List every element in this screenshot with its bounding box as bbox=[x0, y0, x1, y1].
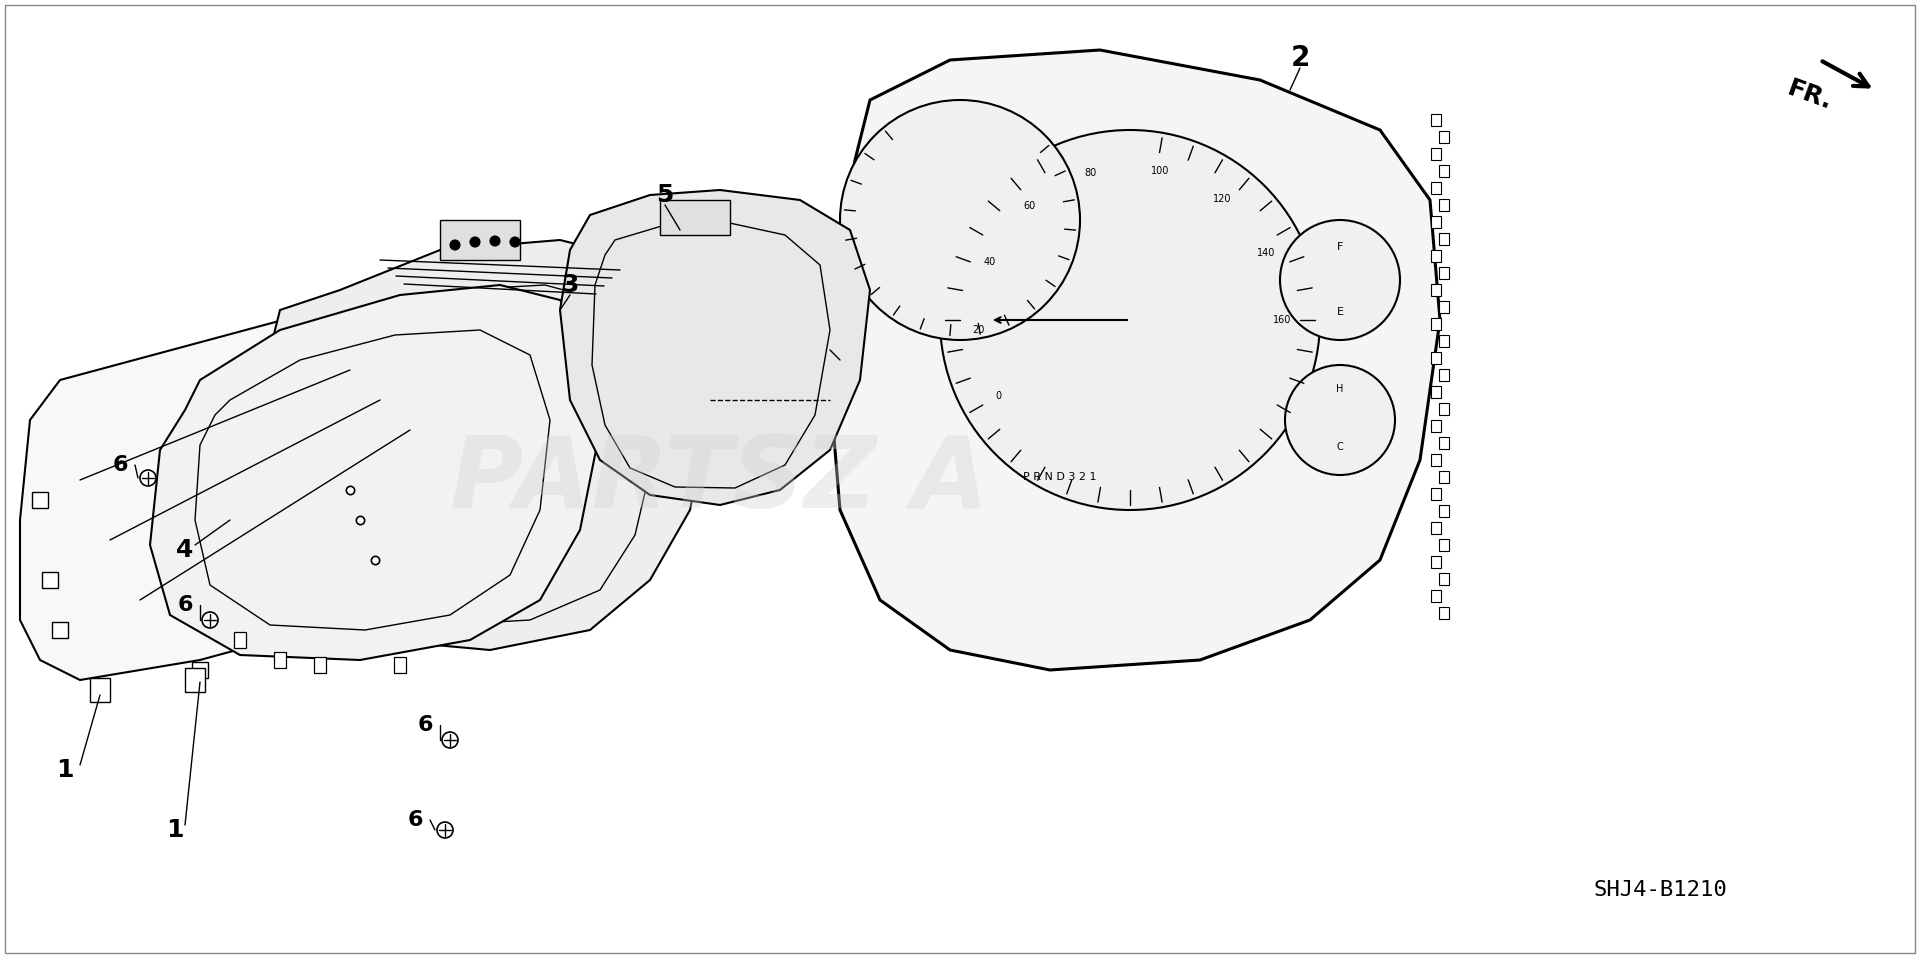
Bar bbox=[52, 622, 67, 638]
Bar bbox=[1430, 386, 1442, 398]
Text: 60: 60 bbox=[1023, 201, 1037, 211]
Bar bbox=[1430, 148, 1442, 160]
Text: 1: 1 bbox=[56, 758, 73, 782]
Bar bbox=[1438, 301, 1450, 313]
Text: 5: 5 bbox=[657, 183, 674, 207]
Bar bbox=[1438, 267, 1450, 279]
Text: PARTSZ A: PARTSZ A bbox=[451, 431, 989, 529]
Bar bbox=[1430, 488, 1442, 500]
Circle shape bbox=[449, 240, 461, 250]
Text: SHJ4-B1210: SHJ4-B1210 bbox=[1594, 880, 1726, 900]
Bar bbox=[234, 632, 246, 648]
Text: 20: 20 bbox=[972, 325, 985, 335]
Bar bbox=[184, 668, 205, 692]
Polygon shape bbox=[150, 285, 599, 660]
Bar bbox=[1430, 590, 1442, 602]
Bar bbox=[1430, 114, 1442, 126]
Bar bbox=[33, 492, 48, 508]
Circle shape bbox=[438, 822, 453, 838]
Bar bbox=[394, 657, 405, 673]
Bar bbox=[1438, 165, 1450, 177]
Circle shape bbox=[511, 237, 520, 247]
Circle shape bbox=[841, 100, 1079, 340]
Bar bbox=[1430, 250, 1442, 262]
Bar bbox=[1430, 420, 1442, 432]
Bar bbox=[1438, 573, 1450, 585]
Text: 40: 40 bbox=[983, 257, 996, 267]
Text: FR.: FR. bbox=[1784, 76, 1836, 114]
Bar bbox=[1430, 182, 1442, 194]
Bar bbox=[1438, 131, 1450, 143]
Text: 4: 4 bbox=[177, 538, 194, 562]
Text: 120: 120 bbox=[1213, 194, 1233, 204]
Text: 0: 0 bbox=[995, 391, 1002, 401]
Bar bbox=[1438, 471, 1450, 483]
Bar bbox=[192, 662, 207, 678]
Text: C: C bbox=[1336, 442, 1344, 452]
Bar bbox=[315, 657, 326, 673]
Text: 2: 2 bbox=[1290, 44, 1309, 72]
Bar bbox=[1438, 437, 1450, 449]
Bar bbox=[1438, 539, 1450, 551]
Text: 6: 6 bbox=[177, 595, 192, 615]
Bar bbox=[275, 652, 286, 668]
Text: 140: 140 bbox=[1258, 248, 1275, 258]
Bar bbox=[1430, 352, 1442, 364]
Text: 1: 1 bbox=[167, 818, 184, 842]
Text: P R N D 3 2 1: P R N D 3 2 1 bbox=[1023, 472, 1096, 482]
Text: 80: 80 bbox=[1085, 169, 1096, 178]
Bar bbox=[90, 678, 109, 702]
Circle shape bbox=[470, 237, 480, 247]
Polygon shape bbox=[561, 190, 870, 505]
Bar bbox=[1438, 199, 1450, 211]
Bar bbox=[1438, 607, 1450, 619]
Bar bbox=[1430, 522, 1442, 534]
Bar bbox=[1438, 369, 1450, 381]
Text: 6: 6 bbox=[417, 715, 432, 735]
Circle shape bbox=[140, 470, 156, 486]
Bar bbox=[1430, 556, 1442, 568]
Text: E: E bbox=[1336, 307, 1344, 317]
Text: 3: 3 bbox=[561, 273, 578, 297]
Circle shape bbox=[941, 130, 1321, 510]
Bar bbox=[1438, 505, 1450, 517]
Polygon shape bbox=[829, 50, 1440, 670]
Circle shape bbox=[490, 236, 499, 246]
Bar bbox=[440, 220, 520, 260]
Text: H: H bbox=[1336, 384, 1344, 394]
Bar bbox=[342, 622, 357, 638]
Bar bbox=[1430, 216, 1442, 228]
Bar bbox=[1430, 318, 1442, 330]
Text: 6: 6 bbox=[407, 810, 422, 830]
Bar bbox=[1438, 403, 1450, 415]
Bar bbox=[1438, 233, 1450, 245]
Circle shape bbox=[442, 732, 459, 748]
Text: 6: 6 bbox=[111, 455, 129, 475]
Bar bbox=[42, 572, 58, 588]
Circle shape bbox=[1281, 220, 1400, 340]
Text: F: F bbox=[1336, 242, 1344, 252]
Polygon shape bbox=[259, 240, 710, 650]
Circle shape bbox=[1284, 365, 1396, 475]
Bar bbox=[1438, 335, 1450, 347]
Bar bbox=[660, 200, 730, 235]
Text: 100: 100 bbox=[1150, 166, 1169, 176]
Polygon shape bbox=[19, 280, 530, 680]
Bar bbox=[1430, 454, 1442, 466]
Bar bbox=[1430, 284, 1442, 296]
Circle shape bbox=[202, 612, 219, 628]
Text: 160: 160 bbox=[1273, 315, 1290, 325]
